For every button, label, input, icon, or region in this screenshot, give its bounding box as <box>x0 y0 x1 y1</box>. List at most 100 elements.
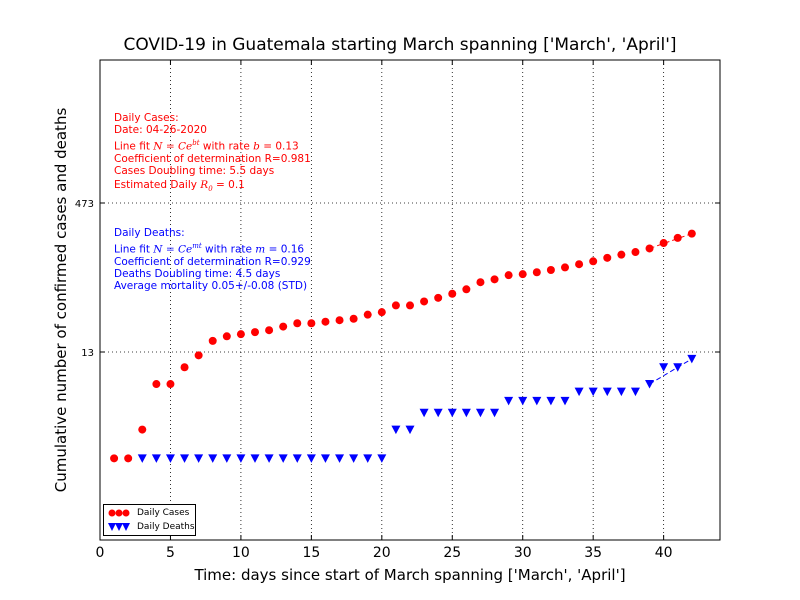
data-point <box>405 425 415 435</box>
cases-annotation-doubling: Cases Doubling time: 5.5 days <box>114 165 275 177</box>
data-point <box>659 239 668 248</box>
x-tick-label: 30 <box>514 545 532 561</box>
cases-fit-exp: bt <box>192 139 200 147</box>
data-point <box>236 454 246 463</box>
data-point <box>124 454 133 463</box>
data-point <box>208 454 218 463</box>
legend-deaths-label: Daily Deaths <box>137 522 195 532</box>
data-point <box>137 454 147 463</box>
series-daily-cases <box>110 229 696 463</box>
data-point <box>630 387 640 397</box>
chart-title: COVID-19 in Guatemala starting March spa… <box>123 35 677 55</box>
gridlines <box>100 60 720 540</box>
deaths-annotation-mortality: Average mortality 0.05+/-0.08 (STD) <box>114 280 308 292</box>
data-point <box>532 268 541 277</box>
data-point <box>673 233 682 242</box>
cases-annotation-fit: Line fit N = Cebt with rate b = 0.13 <box>114 139 299 153</box>
data-point <box>406 301 414 310</box>
fit-line <box>649 358 693 385</box>
legend-item-deaths: Daily Deaths <box>104 521 195 533</box>
cases-annotation-date: Date: 04-26-2020 <box>114 124 207 136</box>
data-point <box>575 260 584 269</box>
data-point <box>434 293 443 302</box>
deaths-annotation-fit: Line fit N = Cemt with rate m = 0.16 <box>114 242 304 256</box>
data-point <box>645 380 655 389</box>
data-point <box>419 408 429 418</box>
data-point <box>391 425 401 435</box>
legend-cases-label: Daily Cases <box>137 508 190 518</box>
data-point <box>602 387 612 397</box>
data-point <box>588 387 598 397</box>
deaths-fit-rate-value: = 0.16 <box>265 243 305 256</box>
x-tick-label: 0 <box>96 545 105 561</box>
data-point <box>293 319 302 328</box>
cases-fit-rate-value: = 0.13 <box>259 140 299 153</box>
data-point <box>475 408 485 418</box>
fit-lines <box>649 233 693 385</box>
data-point <box>335 316 344 325</box>
cases-r0-value: = 0.1 <box>212 179 245 191</box>
cases-fit-formula: N = Ce <box>153 140 193 153</box>
deaths-fit-rate-prefix: with rate <box>201 243 256 256</box>
cases-annotation-r0: Estimated Daily R0 = 0.1 <box>114 179 245 193</box>
data-point <box>349 454 359 463</box>
series-daily-deaths <box>137 354 697 463</box>
data-point <box>349 314 358 323</box>
data-point <box>138 425 147 434</box>
y-tick-label: 473 <box>75 199 94 210</box>
x-tick-label: 35 <box>584 545 602 561</box>
deaths-annotation-header: Daily Deaths: <box>114 227 185 239</box>
data-point <box>363 454 373 463</box>
data-point <box>377 454 387 463</box>
data-point <box>687 229 696 238</box>
data-point <box>251 328 259 337</box>
data-point <box>631 248 640 257</box>
legend-deaths-marker <box>108 523 130 531</box>
data-point <box>278 454 288 463</box>
data-point <box>518 270 527 279</box>
data-point <box>673 363 683 372</box>
data-point <box>504 271 513 280</box>
legend-cases-marker <box>108 509 130 517</box>
data-point <box>180 363 189 372</box>
data-point <box>264 454 274 463</box>
cases-r0-sub: 0 <box>208 185 213 194</box>
data-point <box>490 408 500 418</box>
data-point <box>546 396 556 406</box>
axis-ticks: 0 5 10 15 20 25 30 35 40 13 473 <box>75 60 720 561</box>
data-point <box>645 244 654 253</box>
data-point <box>194 454 204 463</box>
data-point <box>617 250 626 259</box>
data-point <box>306 454 316 463</box>
data-point <box>292 454 302 463</box>
deaths-annotation-r: Coefficient of determination R=0.929 <box>114 256 311 268</box>
data-point <box>476 278 485 287</box>
x-tick-label: 15 <box>302 545 320 561</box>
data-point <box>363 310 372 319</box>
data-point <box>151 454 161 463</box>
data-point <box>307 319 316 328</box>
y-axis-label: Cumulative number of confirmed cases and… <box>52 107 70 493</box>
y-tick-label: 13 <box>81 348 94 359</box>
data-point <box>279 322 288 331</box>
data-point <box>152 380 161 389</box>
data-point <box>420 297 429 306</box>
cases-r0-prefix: Estimated Daily <box>114 179 201 191</box>
data-marks <box>110 229 697 463</box>
cases-annotation-r: Coefficient of determination R=0.981 <box>114 153 311 165</box>
plot-frame <box>99 59 721 541</box>
x-tick-label: 40 <box>655 545 673 561</box>
data-point <box>208 336 217 345</box>
legend: Daily Cases Daily Deaths <box>103 504 196 536</box>
data-point <box>250 454 260 463</box>
data-point <box>335 454 345 463</box>
data-point <box>321 317 330 326</box>
data-point <box>391 301 400 310</box>
deaths-fit-prefix: Line fit <box>114 243 154 256</box>
x-tick-label: 10 <box>232 545 250 561</box>
data-point <box>616 387 626 397</box>
data-point <box>447 408 457 418</box>
data-point <box>561 263 569 272</box>
x-tick-label: 20 <box>373 545 391 561</box>
data-point <box>504 396 514 406</box>
